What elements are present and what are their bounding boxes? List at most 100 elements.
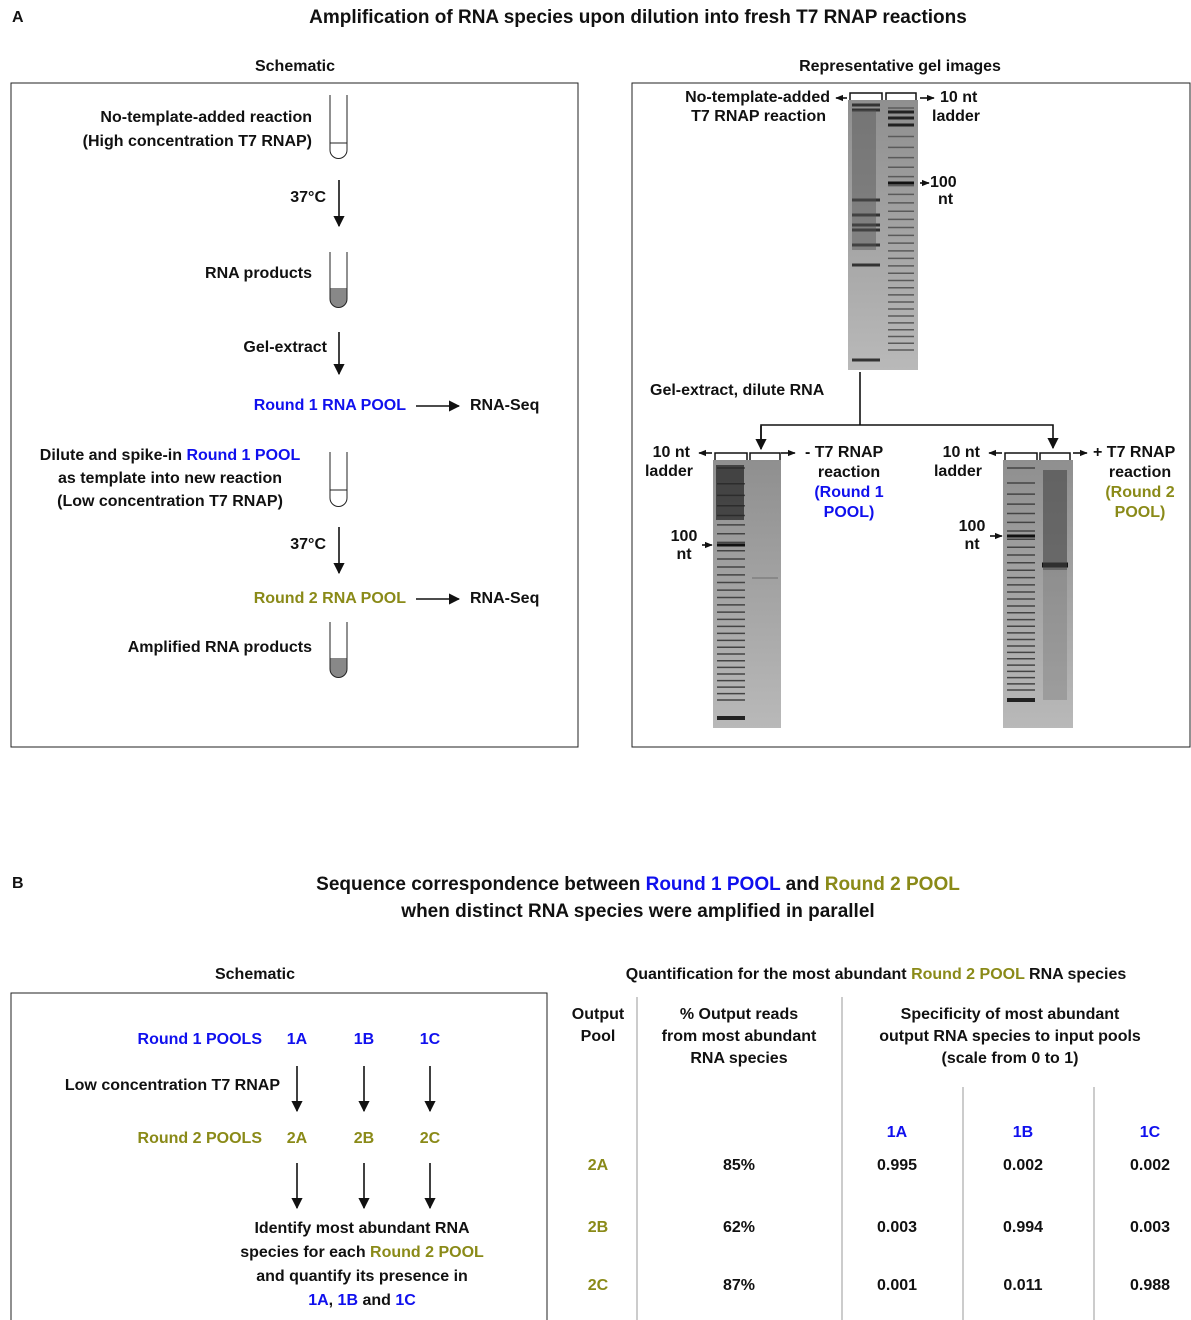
note: 1A (308, 1292, 329, 1309)
round-2-pool: 2A (287, 1130, 308, 1147)
well-bracket (850, 93, 882, 100)
marker: nt (964, 536, 980, 553)
title: Sequence correspondence between (316, 874, 645, 895)
tube (330, 95, 347, 159)
round-2-pool: Round 2 RNA POOL (254, 590, 407, 607)
smear (852, 110, 876, 250)
table-cell: 0.002 (1003, 1157, 1043, 1174)
column-header: % Output reads (680, 1006, 798, 1023)
dilute: (Low concentration T7 RNAP) (57, 493, 283, 510)
input-pool-header: 1C (1140, 1124, 1161, 1141)
note: and (358, 1292, 395, 1309)
table-cell: 85% (723, 1157, 755, 1174)
table-cell: 0.001 (877, 1277, 917, 1294)
tube (330, 452, 347, 507)
sample: reaction (1109, 464, 1171, 481)
sample: + T7 RNAP (1093, 444, 1176, 461)
marker: 100 (930, 174, 957, 191)
sample: POOL) (824, 504, 875, 521)
label: Quantification for the most abundant Rou… (626, 966, 1127, 983)
well-bracket (715, 453, 747, 460)
condition: Low concentration T7 RNAP (65, 1077, 280, 1094)
ladder: 10 nt (940, 89, 978, 106)
marker: nt (676, 546, 692, 563)
label: Sequence correspondence between Round 1 … (316, 874, 960, 895)
round-1-pool: 1B (354, 1031, 374, 1048)
note: species for each (240, 1244, 370, 1261)
table-cell: 0.994 (1003, 1219, 1043, 1236)
round-2-label: Round 2 POOLS (138, 1130, 263, 1147)
table-cell: 87% (723, 1277, 755, 1294)
column-header: output RNA species to input pools (879, 1028, 1141, 1045)
ladder: ladder (645, 463, 693, 480)
seq-1: RNA-Seq (470, 397, 539, 414)
title: Representative gel images (799, 58, 1001, 75)
column-header: Output (572, 1006, 625, 1023)
well-bracket (1040, 453, 1070, 460)
sample: POOL) (1115, 504, 1166, 521)
incubation-2: 37°C (290, 536, 326, 553)
sample: (Round 1 (814, 484, 883, 501)
products: RNA products (205, 265, 312, 282)
column-header: RNA species (690, 1050, 787, 1067)
round-1-label: Round 1 POOLS (138, 1031, 263, 1048)
amplified: Amplified RNA products (128, 639, 312, 656)
table-cell: 0.003 (1130, 1219, 1170, 1236)
title: Schematic (215, 966, 295, 983)
table-cell: 0.002 (1130, 1157, 1170, 1174)
dilute: Dilute and spike-in (40, 447, 187, 464)
table-cell: 0.988 (1130, 1277, 1170, 1294)
ladder: ladder (934, 463, 982, 480)
dilute: as template into new reaction (58, 470, 282, 487)
title: when distinct RNA species were amplified… (400, 901, 874, 922)
smear (1043, 570, 1067, 700)
title: Schematic (255, 58, 335, 75)
gel-extract: Gel-extract (243, 339, 327, 356)
round-1-pool: 1C (420, 1031, 441, 1048)
title: Round 2 POOL (911, 966, 1025, 983)
table-cell: 0.995 (877, 1157, 917, 1174)
label: A (12, 9, 24, 26)
well-bracket (750, 453, 780, 460)
label: species for each Round 2 POOL (240, 1244, 484, 1261)
well-bracket (1005, 453, 1037, 460)
note: Identify most abundant RNA (254, 1220, 470, 1237)
title: Amplification of RNA species upon diluti… (309, 7, 967, 28)
table-cell: 0.003 (877, 1219, 917, 1236)
note: Round 2 POOL (370, 1244, 484, 1261)
gel-images (713, 93, 1073, 728)
output-pool: 2C (588, 1277, 609, 1294)
output-pool: 2B (588, 1219, 608, 1236)
sample: reaction (818, 464, 880, 481)
dilute: Round 1 POOL (186, 447, 300, 464)
output-pool: 2A (588, 1157, 609, 1174)
column-header: Pool (581, 1028, 616, 1045)
step: Gel-extract, dilute RNA (650, 382, 825, 399)
column-header: from most abundant (662, 1028, 817, 1045)
ladder: 10 nt (653, 444, 691, 461)
title: Quantification for the most abundant (626, 966, 911, 983)
input-pool-header: 1B (1013, 1124, 1033, 1141)
table-cell: 0.011 (1003, 1277, 1042, 1294)
ladder: 10 nt (943, 444, 981, 461)
incubation-1: 37°C (290, 189, 326, 206)
note: , (329, 1292, 338, 1309)
figure: A Amplification of RNA species upon dilu… (0, 0, 1191, 1320)
start-reaction: No-template-added reaction (100, 109, 312, 126)
round-1-pool: Round 1 RNA POOL (254, 397, 407, 414)
input-pool-header: 1A (887, 1124, 908, 1141)
round-2-pool: 2C (420, 1130, 441, 1147)
sample: T7 RNAP reaction (691, 108, 826, 125)
label: 1A, 1B and 1C (308, 1292, 416, 1309)
marker: nt (938, 191, 954, 208)
sample: No-template-added (685, 89, 830, 106)
note: 1B (338, 1292, 358, 1309)
marker: 100 (671, 528, 698, 545)
table: Output Pool % Output reads from most abunda… (572, 1006, 1170, 1294)
table-cell: 62% (723, 1219, 755, 1236)
ladder: ladder (932, 108, 980, 125)
marker: 100 (959, 518, 986, 535)
smear (716, 465, 744, 520)
label: B (12, 875, 24, 892)
